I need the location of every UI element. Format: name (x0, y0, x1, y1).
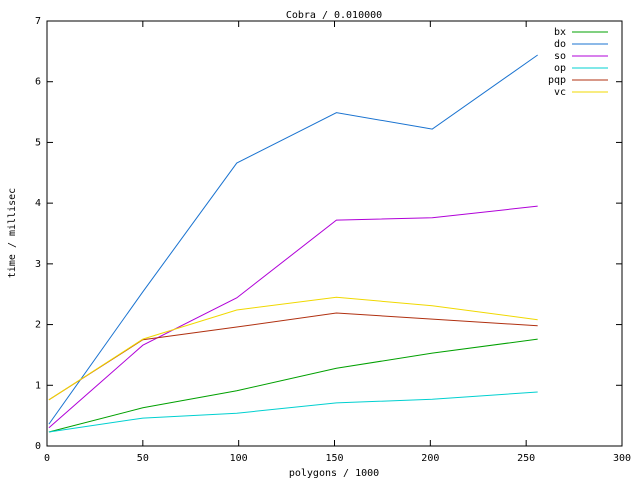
plot-frame (46, 20, 623, 447)
line-series (48, 338, 538, 433)
y-axis-label: time / millisec (7, 188, 18, 278)
x-tick-label: 150 (325, 453, 343, 464)
y-tick-label: 1 (35, 380, 41, 391)
line-series (48, 54, 538, 425)
chart-title: Cobra / 0.010000 (286, 10, 382, 21)
legend-label: op (554, 63, 566, 74)
y-tick-label: 7 (35, 16, 41, 27)
x-tick-label: 50 (137, 453, 149, 464)
x-tick-label: 200 (421, 453, 439, 464)
line-series (48, 391, 538, 433)
x-tick-label: 0 (44, 453, 50, 464)
line-series (48, 312, 538, 401)
line-series (48, 296, 538, 401)
legend-label: bx (554, 27, 566, 38)
y-tick-label: 0 (35, 441, 41, 452)
y-tick-label: 6 (35, 77, 41, 88)
legend-label: so (554, 51, 566, 62)
y-tick-label: 3 (35, 259, 41, 270)
x-tick-label: 250 (517, 453, 535, 464)
x-tick-label: 300 (613, 453, 631, 464)
x-axis-label: polygons / 1000 (289, 468, 379, 479)
y-tick-label: 5 (35, 137, 41, 148)
legend-label: do (554, 39, 566, 50)
line-series (48, 205, 538, 429)
x-tick-label: 100 (230, 453, 248, 464)
y-tick-label: 4 (35, 198, 41, 209)
y-tick-label: 2 (35, 320, 41, 331)
legend-label: pqp (548, 75, 566, 86)
legend-label: vc (554, 87, 566, 98)
